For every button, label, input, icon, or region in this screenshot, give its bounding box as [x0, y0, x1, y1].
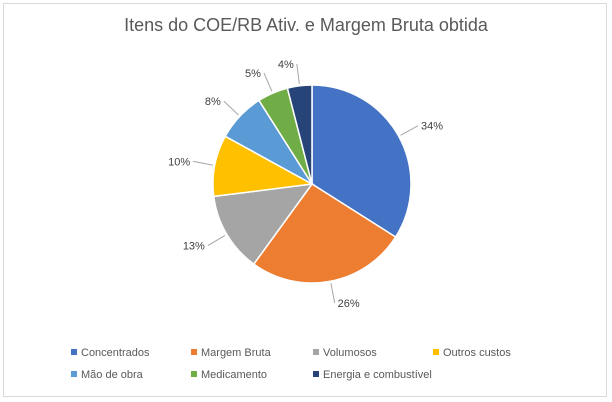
data-label-volumosos: 13%: [183, 241, 205, 253]
pie-slice-margem-bruta: [252, 182, 397, 284]
leader-line: [330, 283, 336, 303]
data-label-concentrados: 34%: [421, 121, 443, 133]
leader-line: [296, 63, 300, 84]
pie-slice-volumosos: [212, 183, 314, 266]
legend-swatch: [191, 349, 197, 355]
legend-label: Energia e combustível: [323, 369, 432, 381]
legend-item-volumosos: Volumosos: [313, 347, 377, 359]
data-label-outros-custos: 10%: [168, 156, 190, 168]
legend-swatch: [71, 349, 77, 355]
data-label-medicamento: 5%: [245, 68, 261, 80]
data-label-mao-de-obra: 8%: [205, 96, 221, 108]
pie-slice-energia-e-combustivel: [286, 84, 313, 185]
legend-label: Mão de obra: [81, 369, 144, 381]
leader-line: [193, 160, 213, 166]
leader-line: [207, 234, 226, 247]
data-label-energia-e-combustivel: 4%: [278, 59, 294, 71]
legend-label: Margem Bruta: [201, 347, 272, 359]
chart-title: Itens do COE/RB Ativ. e Margem Bruta obt…: [124, 15, 489, 35]
legend-item-mao-de-obra: Mão de obra: [71, 369, 144, 381]
leader-line: [400, 125, 419, 136]
legend-label: Medicamento: [201, 369, 267, 381]
leader-line: [263, 72, 273, 92]
legend-swatch: [433, 349, 439, 355]
legend-item-energia-e-combustivel: Energia e combustível: [313, 369, 432, 381]
legend-swatch: [313, 349, 319, 355]
legend-swatch: [313, 371, 319, 377]
legend-item-margem-bruta: Margem Bruta: [191, 347, 272, 359]
legend-label: Volumosos: [323, 347, 377, 359]
leader-line: [223, 100, 239, 116]
legend-swatch: [191, 371, 197, 377]
legend-label: Outros custos: [443, 347, 511, 359]
legend-swatch: [71, 371, 77, 377]
legend-label: Concentrados: [81, 347, 150, 359]
legend-item-concentrados: Concentrados: [71, 347, 150, 359]
legend-item-medicamento: Medicamento: [191, 369, 267, 381]
legend-item-outros-custos: Outros custos: [433, 347, 511, 359]
data-label-margem-bruta: 26%: [338, 298, 360, 310]
